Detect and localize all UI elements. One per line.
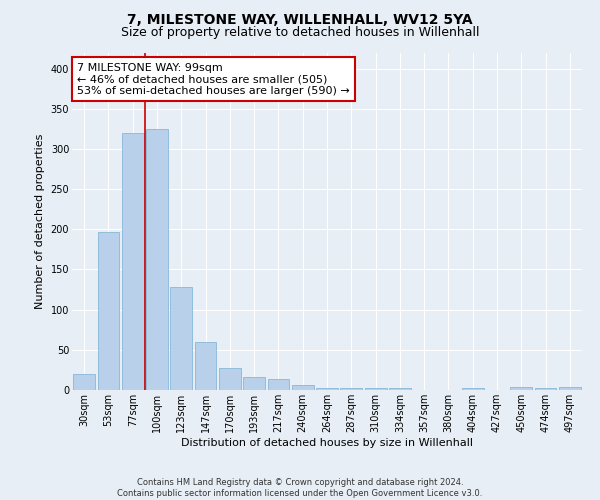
Bar <box>170 287 192 390</box>
Bar <box>292 385 314 390</box>
Text: 7 MILESTONE WAY: 99sqm
← 46% of detached houses are smaller (505)
53% of semi-de: 7 MILESTONE WAY: 99sqm ← 46% of detached… <box>77 62 350 96</box>
Bar <box>316 388 338 390</box>
Bar <box>559 387 581 390</box>
Bar <box>122 133 143 390</box>
Bar <box>73 374 95 390</box>
Bar <box>219 368 241 390</box>
Bar <box>389 388 411 390</box>
Bar <box>340 388 362 390</box>
Bar <box>268 379 289 390</box>
Y-axis label: Number of detached properties: Number of detached properties <box>35 134 45 309</box>
Bar <box>535 388 556 390</box>
Text: Size of property relative to detached houses in Willenhall: Size of property relative to detached ho… <box>121 26 479 39</box>
Bar <box>194 342 217 390</box>
Bar <box>462 388 484 390</box>
Bar <box>146 129 168 390</box>
Bar <box>97 232 119 390</box>
Text: Contains HM Land Registry data © Crown copyright and database right 2024.
Contai: Contains HM Land Registry data © Crown c… <box>118 478 482 498</box>
Bar <box>243 377 265 390</box>
X-axis label: Distribution of detached houses by size in Willenhall: Distribution of detached houses by size … <box>181 438 473 448</box>
Bar <box>365 388 386 390</box>
Bar <box>511 387 532 390</box>
Text: 7, MILESTONE WAY, WILLENHALL, WV12 5YA: 7, MILESTONE WAY, WILLENHALL, WV12 5YA <box>127 12 473 26</box>
